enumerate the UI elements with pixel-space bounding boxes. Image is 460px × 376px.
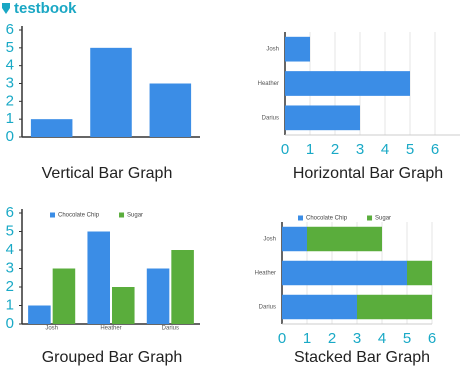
y-tick-label: Josh [263, 237, 276, 243]
y-tick-label: 3 [6, 259, 14, 276]
chart-title: Horizontal Bar Graph [293, 165, 443, 182]
legend-swatch [119, 212, 125, 218]
y-tick-label: 2 [6, 92, 14, 109]
legend-swatch [298, 215, 303, 221]
y-tick-label: Darius [262, 115, 279, 121]
bar-segment [357, 294, 432, 320]
logo-text: testbook [14, 0, 77, 17]
bar [90, 47, 132, 138]
bar [28, 305, 51, 324]
logo: testbook [2, 0, 77, 17]
legend-label: Chocolate Chip [306, 216, 348, 222]
y-tick-label: Heather [255, 271, 276, 277]
y-tick-label: 2 [6, 278, 14, 295]
legend-label: Sugar [375, 216, 391, 222]
y-tick-label: 5 [6, 39, 14, 56]
x-tick-label: 3 [356, 141, 364, 158]
x-tick-label: 4 [381, 141, 389, 158]
x-tick-label: 6 [428, 330, 436, 347]
x-tick-label: Darius [162, 326, 179, 332]
x-tick-label: Heather [100, 326, 121, 332]
bar [87, 231, 110, 324]
bar-segment [282, 294, 357, 320]
y-tick-label: 3 [6, 74, 14, 91]
bar-segment [282, 226, 307, 252]
x-tick-label: 4 [378, 330, 386, 347]
y-tick-label: 4 [6, 241, 14, 258]
x-tick-label: 2 [328, 330, 336, 347]
bar-segment [307, 226, 382, 252]
chart-title: Grouped Bar Graph [42, 349, 183, 366]
bar [285, 36, 310, 62]
bar-segment [407, 260, 432, 286]
x-tick-label: 0 [281, 141, 289, 158]
bar [285, 105, 360, 131]
bar [171, 250, 194, 324]
x-tick-label: 5 [403, 330, 411, 347]
chart-title: Vertical Bar Graph [42, 165, 173, 182]
logo-icon [2, 3, 10, 14]
y-tick-label: 1 [6, 296, 14, 313]
legend-label: Sugar [127, 213, 143, 219]
bar [146, 268, 170, 324]
x-tick-label: 1 [303, 330, 311, 347]
chart-title: Stacked Bar Graph [294, 349, 430, 366]
x-tick-label: 1 [306, 141, 314, 158]
bar [285, 71, 410, 96]
bar [30, 119, 73, 137]
y-tick-label: 5 [6, 222, 14, 239]
y-tick-label: 6 [6, 21, 14, 38]
y-tick-label: 0 [6, 315, 14, 332]
x-tick-label: 2 [331, 141, 339, 158]
x-tick-label: 6 [431, 141, 439, 158]
legend-label: Chocolate Chip [58, 213, 100, 219]
y-tick-label: 1 [6, 110, 14, 127]
bar-segment [282, 260, 407, 286]
y-tick-label: Heather [258, 81, 279, 87]
y-tick-label: 0 [6, 128, 14, 145]
y-tick-label: 6 [6, 204, 14, 221]
legend-swatch [367, 215, 373, 221]
bar [112, 287, 135, 324]
x-tick-label: 3 [353, 330, 361, 347]
y-tick-label: Josh [266, 47, 279, 53]
x-tick-label: 5 [406, 141, 414, 158]
legend-swatch [50, 212, 55, 218]
x-tick-label: 0 [278, 330, 286, 347]
x-tick-label: Josh [45, 326, 58, 332]
y-tick-label: Darius [259, 305, 276, 311]
bar [52, 268, 76, 324]
bar [149, 83, 192, 137]
y-tick-label: 4 [6, 57, 14, 74]
